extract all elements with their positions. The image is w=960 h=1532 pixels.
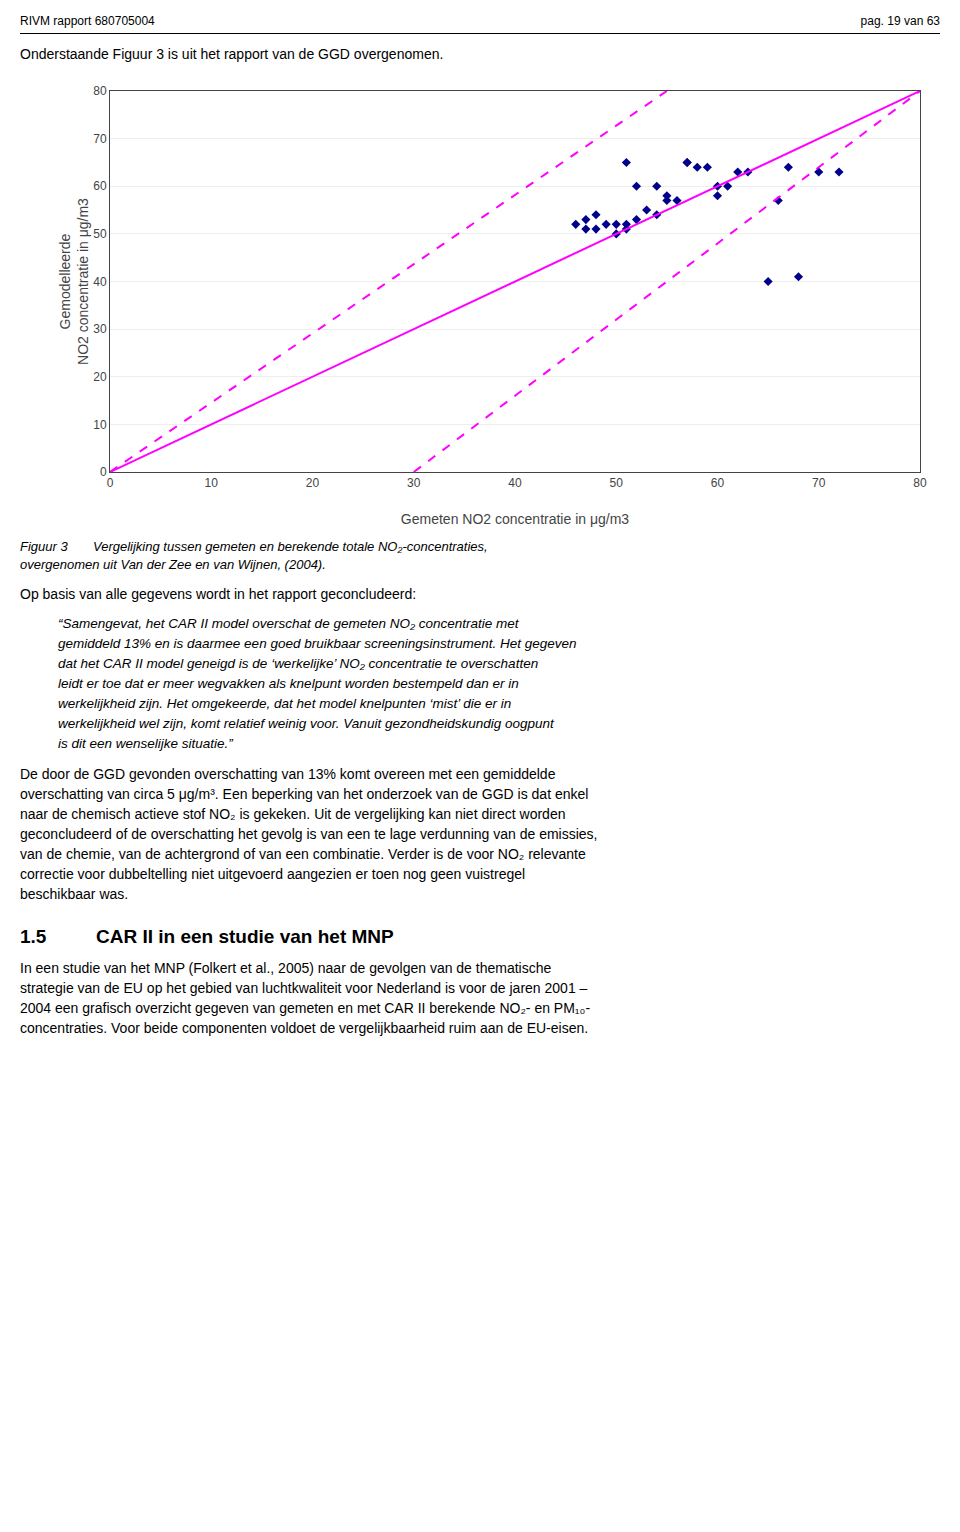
svg-text:80: 80 bbox=[93, 84, 107, 98]
svg-text:30: 30 bbox=[407, 476, 421, 490]
svg-text:GemodelleerdeNO2 concentratie: GemodelleerdeNO2 concentratie in μg/m3 bbox=[57, 198, 91, 365]
html-text:“Samengevat, het CAR II model: “Samengevat, het CAR II model overschat … bbox=[58, 616, 577, 751]
html-text:In een studie van het MNP (Fol: In een studie van het MNP (Folkert et al… bbox=[20, 960, 591, 1036]
svg-text:70: 70 bbox=[93, 132, 107, 146]
html-text:1.5: 1.5 bbox=[20, 926, 47, 947]
html-text:RIVM rapport 680705004: RIVM rapport 680705004 bbox=[20, 14, 155, 28]
svg-text:0: 0 bbox=[107, 476, 114, 490]
html-text:Onderstaande Figuur 3 is uit h: Onderstaande Figuur 3 is uit het rapport… bbox=[20, 46, 444, 62]
html-text:De door de GGD gevonden oversc: De door de GGD gevonden overschatting va… bbox=[20, 766, 598, 902]
svg-text:30: 30 bbox=[93, 322, 107, 336]
svg-text:40: 40 bbox=[93, 275, 107, 289]
html-text:Op basis van alle gegevens wor: Op basis van alle gegevens wordt in het … bbox=[20, 586, 417, 602]
html-text:Figuur 3 Vergelijking tussen g: Figuur 3 Vergelijking tussen gemeten en … bbox=[20, 539, 488, 572]
svg-text:70: 70 bbox=[812, 476, 826, 490]
svg-text:0: 0 bbox=[100, 465, 107, 479]
svg-text:20: 20 bbox=[306, 476, 320, 490]
svg-text:Gemeten NO2 concentratie in μg: Gemeten NO2 concentratie in μg/m3 bbox=[401, 511, 630, 527]
html-text:CAR II in een studie van het M: CAR II in een studie van het MNP bbox=[96, 926, 394, 947]
svg-text:50: 50 bbox=[93, 227, 107, 241]
svg-text:10: 10 bbox=[93, 418, 107, 432]
html-text:pag. 19 van 63: pag. 19 van 63 bbox=[860, 14, 940, 28]
svg-text:20: 20 bbox=[93, 370, 107, 384]
svg-text:40: 40 bbox=[508, 476, 522, 490]
svg-text:60: 60 bbox=[711, 476, 725, 490]
svg-text:10: 10 bbox=[205, 476, 219, 490]
svg-text:50: 50 bbox=[610, 476, 624, 490]
svg-text:60: 60 bbox=[93, 179, 107, 193]
svg-text:80: 80 bbox=[913, 476, 927, 490]
